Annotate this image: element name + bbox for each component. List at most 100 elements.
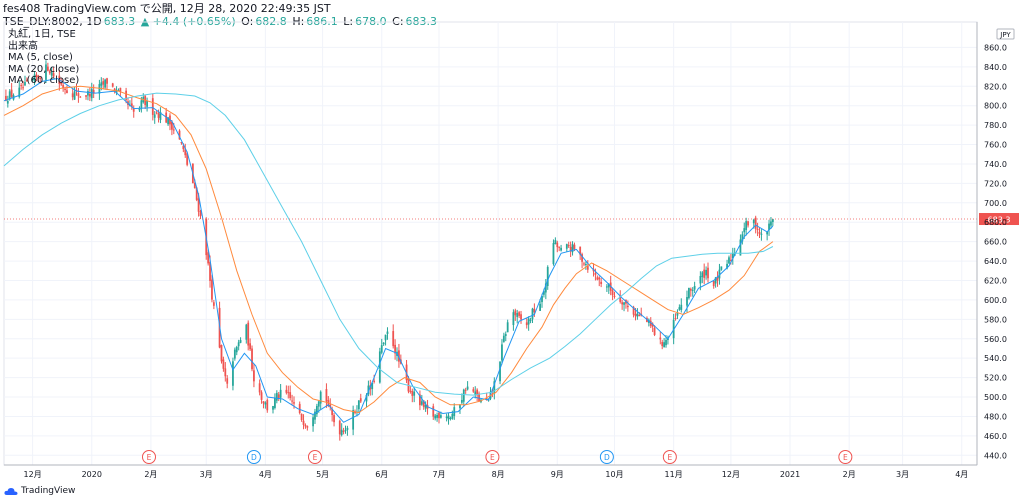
candle-body (518, 312, 521, 316)
candle-body (731, 253, 734, 259)
candle-body (607, 284, 610, 288)
candle-body (253, 370, 255, 382)
legend-ma5[interactable]: MA (5, close) (8, 52, 73, 63)
y-tick-label: 520.0 (984, 374, 1007, 383)
candle-body (464, 389, 467, 391)
currency-label: JPY (999, 31, 1011, 39)
candle-body (520, 314, 522, 320)
candle-body (352, 410, 355, 430)
candle-body (33, 74, 36, 81)
candle-body (209, 261, 211, 281)
candle-body (102, 81, 105, 85)
candle-body (45, 64, 47, 80)
candle-body (146, 100, 148, 107)
candle-body (476, 389, 479, 396)
candle-body (424, 404, 427, 409)
candle-body (64, 88, 66, 90)
candle-body (46, 66, 49, 71)
candle-body (39, 77, 42, 79)
candle-body (184, 149, 187, 156)
candle-body (701, 272, 704, 278)
candle-body (195, 187, 198, 200)
candle-body (529, 319, 532, 321)
candle-body (79, 96, 82, 98)
event-marker-label: D (251, 453, 257, 462)
candle-body (674, 318, 677, 320)
candle-body (392, 331, 395, 347)
candle-body (220, 345, 223, 362)
candle-body (436, 415, 438, 418)
candle-body (714, 277, 717, 284)
candle-body (157, 113, 160, 118)
candle-body (212, 302, 215, 306)
candle-body (329, 404, 332, 407)
brand-text: TradingView (21, 486, 76, 496)
event-marker[interactable] (307, 450, 322, 464)
x-tick-label: 12月 (24, 470, 42, 479)
candle-body (554, 240, 557, 244)
legend-ma60[interactable]: MA (60, close) (8, 75, 80, 86)
candles (5, 60, 774, 441)
candle-body (199, 211, 202, 217)
candle-body (291, 400, 293, 402)
candle-body (71, 93, 74, 98)
candle-body (100, 82, 103, 86)
event-marker[interactable] (599, 450, 614, 464)
candle-body (459, 404, 461, 409)
candle-body (6, 100, 9, 104)
candle-body (226, 378, 229, 384)
candle-body (211, 279, 213, 300)
candle-body (451, 413, 454, 419)
candle-body (279, 389, 282, 398)
candle-body (411, 390, 414, 396)
candle-body (634, 313, 637, 316)
candle-body (272, 406, 274, 410)
candle-body (409, 390, 412, 392)
candle-body (285, 389, 288, 393)
candle-body (151, 98, 154, 115)
event-marker[interactable] (662, 450, 677, 464)
candle-body (434, 415, 437, 419)
candle-body (680, 304, 683, 310)
candle-body (726, 263, 728, 269)
candle-body (170, 121, 173, 130)
candle-body (50, 71, 53, 76)
y-tick-label: 800.0 (984, 102, 1007, 111)
candle-body (207, 252, 210, 264)
candle-body (87, 91, 89, 96)
candle-body (573, 244, 576, 250)
candle-body (140, 100, 143, 108)
candle-body (649, 320, 652, 326)
moving-averages (3, 77, 774, 423)
event-marker-label: E (843, 453, 848, 462)
candle-body (104, 79, 107, 88)
candle-body (245, 324, 248, 340)
candle-body (37, 75, 40, 79)
event-marker[interactable] (485, 450, 500, 464)
event-marker[interactable] (141, 450, 156, 464)
y-tick-label: 820.0 (984, 82, 1007, 91)
candle-body (306, 426, 309, 428)
candle-body (689, 288, 692, 291)
tradingview-logo[interactable]: TradingView (4, 486, 75, 496)
legend-volume[interactable]: 出来高 (8, 40, 38, 52)
event-marker[interactable] (246, 450, 261, 464)
candle-body (125, 90, 128, 100)
grid-lines (3, 21, 978, 466)
legend-ma20[interactable]: MA (20, close) (8, 63, 80, 75)
x-tick-label: 7月 (432, 470, 445, 479)
candle-body (315, 406, 318, 415)
event-marker[interactable] (838, 450, 853, 464)
y-tick-label: 680.0 (984, 218, 1007, 227)
candle-body (632, 306, 635, 315)
candle-body (357, 400, 360, 410)
candle-body (432, 406, 435, 417)
candle-body (182, 145, 185, 150)
candle-body (760, 233, 763, 235)
candle-body (319, 391, 322, 404)
candle-body (512, 312, 515, 326)
candle-body (419, 394, 421, 406)
indicator-legend: 丸紅, 1日, TSE 出来高 MA (5, close) MA (20, cl… (8, 29, 79, 87)
candle-body (237, 342, 240, 347)
